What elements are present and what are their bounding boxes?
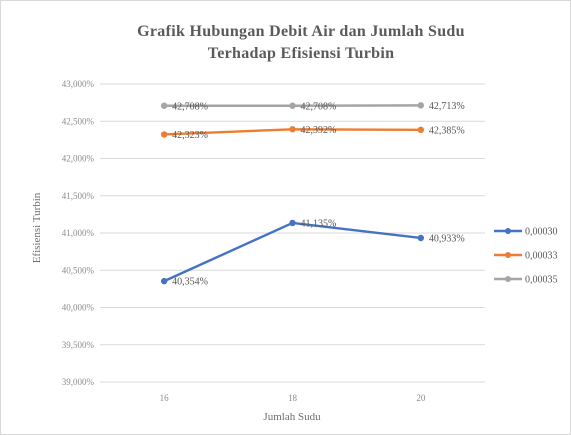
y-tick-label: 43,000% bbox=[62, 79, 95, 89]
data-label: 41,135% bbox=[301, 218, 337, 229]
data-point bbox=[160, 277, 168, 285]
data-point bbox=[160, 131, 168, 138]
data-point bbox=[289, 219, 296, 227]
data-label: 42,385% bbox=[429, 125, 465, 136]
data-label: 42,392% bbox=[301, 125, 337, 136]
legend-item: 0,00030 bbox=[494, 227, 558, 238]
series-0,00035: 42,708% 42,708% 42,713% bbox=[160, 101, 465, 112]
y-axis-ticks: 39,000% 39,500% 40,000% 40,500% 41,000% 41,50… bbox=[62, 79, 95, 387]
x-axis-ticks: 16 18 20 bbox=[160, 393, 426, 403]
data-point bbox=[417, 126, 425, 134]
legend-label: 0,00033 bbox=[525, 251, 558, 262]
data-label: 40,933% bbox=[429, 233, 465, 244]
y-tick-label: 39,500% bbox=[62, 340, 95, 350]
chart-title-line2: Terhadap Efisiensi Turbin bbox=[207, 45, 395, 62]
y-axis-title: Efisiensi Turbin bbox=[31, 192, 43, 263]
data-label: 42,708% bbox=[301, 101, 337, 112]
y-tick-label: 41,500% bbox=[62, 191, 95, 201]
legend-label: 0,00035 bbox=[525, 275, 558, 286]
x-axis-title: Jumlah Sudu bbox=[263, 411, 321, 423]
chart-title-line1: Grafik Hubungan Debit Air dan Jumlah Sud… bbox=[137, 23, 465, 40]
series-0,00033: 42,323% 42,392% 42,385% bbox=[160, 125, 465, 141]
gridlines bbox=[100, 83, 485, 383]
y-tick-label: 42,000% bbox=[62, 154, 95, 164]
data-point bbox=[417, 102, 425, 109]
y-tick-label: 41,000% bbox=[62, 228, 95, 238]
data-label: 40,354% bbox=[172, 277, 208, 288]
legend-marker bbox=[505, 228, 511, 234]
data-point bbox=[289, 102, 296, 109]
legend-marker bbox=[505, 252, 511, 258]
data-point bbox=[160, 102, 168, 109]
legend-item: 0,00035 bbox=[494, 275, 558, 286]
data-label: 42,323% bbox=[172, 130, 208, 141]
y-tick-label: 40,000% bbox=[62, 303, 95, 313]
data-label: 42,713% bbox=[429, 101, 465, 112]
y-tick-label: 40,500% bbox=[62, 265, 95, 275]
data-label: 42,708% bbox=[172, 101, 208, 112]
series-lines: 40,354% 41,135% 40,933% 42,323% 42,392% 42,38… bbox=[160, 101, 465, 288]
series-line bbox=[163, 221, 421, 283]
x-tick-label: 20 bbox=[416, 393, 426, 403]
y-tick-label: 39,000% bbox=[62, 377, 95, 387]
data-point bbox=[417, 234, 425, 242]
legend-label: 0,00030 bbox=[525, 227, 558, 238]
y-tick-label: 42,500% bbox=[62, 116, 95, 126]
x-tick-label: 16 bbox=[160, 393, 170, 403]
legend: 0,00030 0,00033 0,00035 bbox=[494, 227, 558, 286]
data-point bbox=[289, 126, 296, 133]
legend-item: 0,00033 bbox=[494, 251, 558, 262]
series-0,00030: 40,354% 41,135% 40,933% bbox=[160, 218, 465, 288]
x-tick-label: 18 bbox=[288, 393, 298, 403]
legend-marker bbox=[505, 276, 511, 282]
